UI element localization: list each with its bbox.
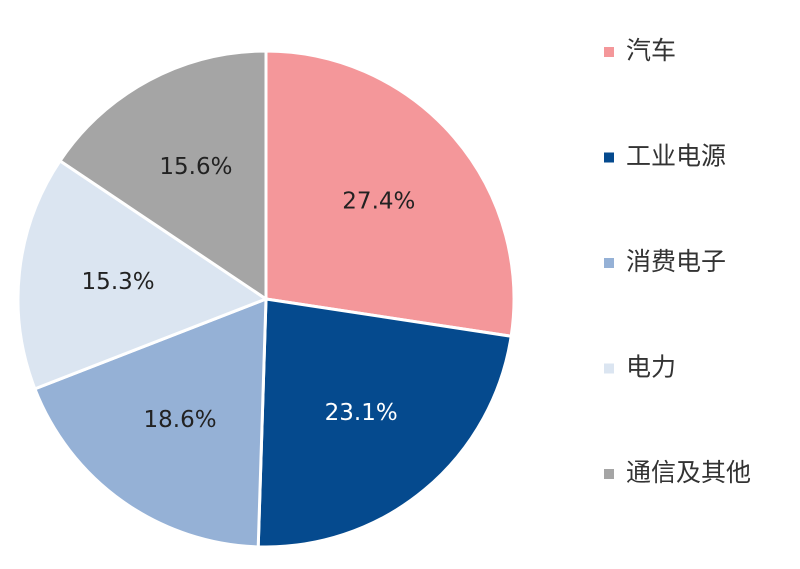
- data-label: 27.4%: [342, 189, 415, 215]
- pie-slice: [57, 49, 268, 302]
- legend-label: 汽车: [626, 36, 676, 65]
- legend-marker: [604, 363, 614, 374]
- pie-slice: [256, 297, 513, 549]
- data-label: 18.6%: [144, 407, 217, 433]
- legend-label: 通信及其他: [626, 458, 751, 487]
- legend-marker: [604, 258, 614, 268]
- pie-slice: [32, 296, 268, 549]
- data-label: 15.6%: [159, 154, 232, 180]
- legend-label: 工业电源: [626, 142, 726, 171]
- data-label: 15.3%: [82, 269, 155, 295]
- legend-marker: [604, 469, 614, 479]
- legend-marker: [604, 47, 614, 57]
- pie-slice: [264, 49, 516, 338]
- pie-slice: [16, 158, 270, 391]
- legend-label: 消费电子: [626, 247, 726, 276]
- legend-marker: [604, 152, 614, 163]
- legend-label: 电力: [626, 353, 676, 382]
- data-label: 23.1%: [325, 400, 398, 426]
